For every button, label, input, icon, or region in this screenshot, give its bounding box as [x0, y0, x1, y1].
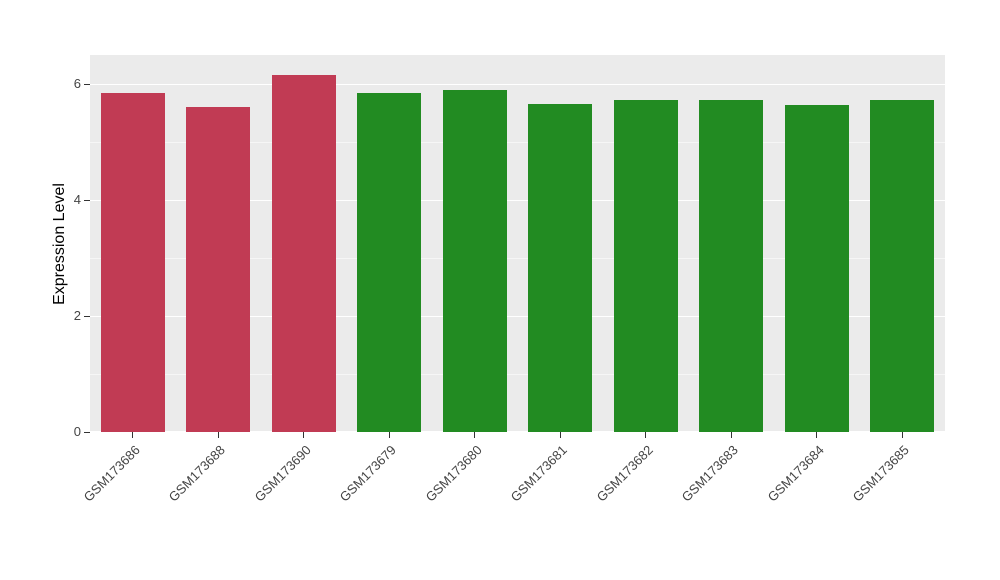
gridlines [90, 55, 945, 432]
x-tick-label: GSM173684 [764, 442, 827, 505]
gridline-major [90, 200, 945, 201]
bar [784, 104, 849, 432]
x-tick-mark [217, 432, 219, 438]
x-tick-label: GSM173690 [251, 442, 314, 505]
x-tick-mark [816, 432, 818, 438]
bar [271, 74, 336, 432]
gridline-minor [90, 142, 945, 143]
x-tick-label: GSM173682 [593, 442, 656, 505]
gridline-major [90, 84, 945, 85]
x-tick-label: GSM173683 [678, 442, 742, 505]
x-tick-mark [474, 432, 476, 438]
y-tick-mark [84, 199, 90, 201]
x-tick-mark [730, 432, 732, 438]
bar [613, 99, 678, 432]
bar [186, 107, 251, 432]
y-tick-mark [84, 431, 90, 433]
x-tick-label: GSM173681 [507, 442, 571, 505]
x-tick-mark [645, 432, 647, 438]
gridline-minor [90, 258, 945, 259]
y-tick-label: 0 [73, 424, 81, 439]
x-tick-mark [388, 432, 390, 438]
x-tick-label: GSM173680 [422, 442, 485, 505]
y-tick-label: 6 [73, 76, 81, 91]
x-tick-mark [559, 432, 561, 438]
x-tick-label: GSM173685 [849, 442, 913, 505]
plot-panel [90, 55, 945, 432]
gridline-major [90, 431, 945, 432]
y-tick-label: 4 [73, 192, 81, 207]
y-tick-mark [84, 83, 90, 85]
x-tick-mark [901, 432, 903, 438]
bar [357, 93, 422, 432]
x-tick-label: GSM173679 [336, 442, 400, 505]
y-tick-mark [84, 315, 90, 317]
x-tick-mark [303, 432, 305, 438]
bar [442, 90, 507, 432]
bar [699, 99, 764, 432]
gridline-minor [90, 374, 945, 375]
gridline-major [90, 316, 945, 317]
x-tick-mark [132, 432, 134, 438]
bar [870, 99, 935, 432]
x-tick-label: GSM173688 [165, 442, 229, 505]
bar [528, 103, 593, 432]
bar [100, 93, 165, 432]
y-tick-label: 2 [73, 308, 81, 323]
x-tick-label: GSM173686 [80, 442, 143, 505]
bars [90, 55, 945, 432]
